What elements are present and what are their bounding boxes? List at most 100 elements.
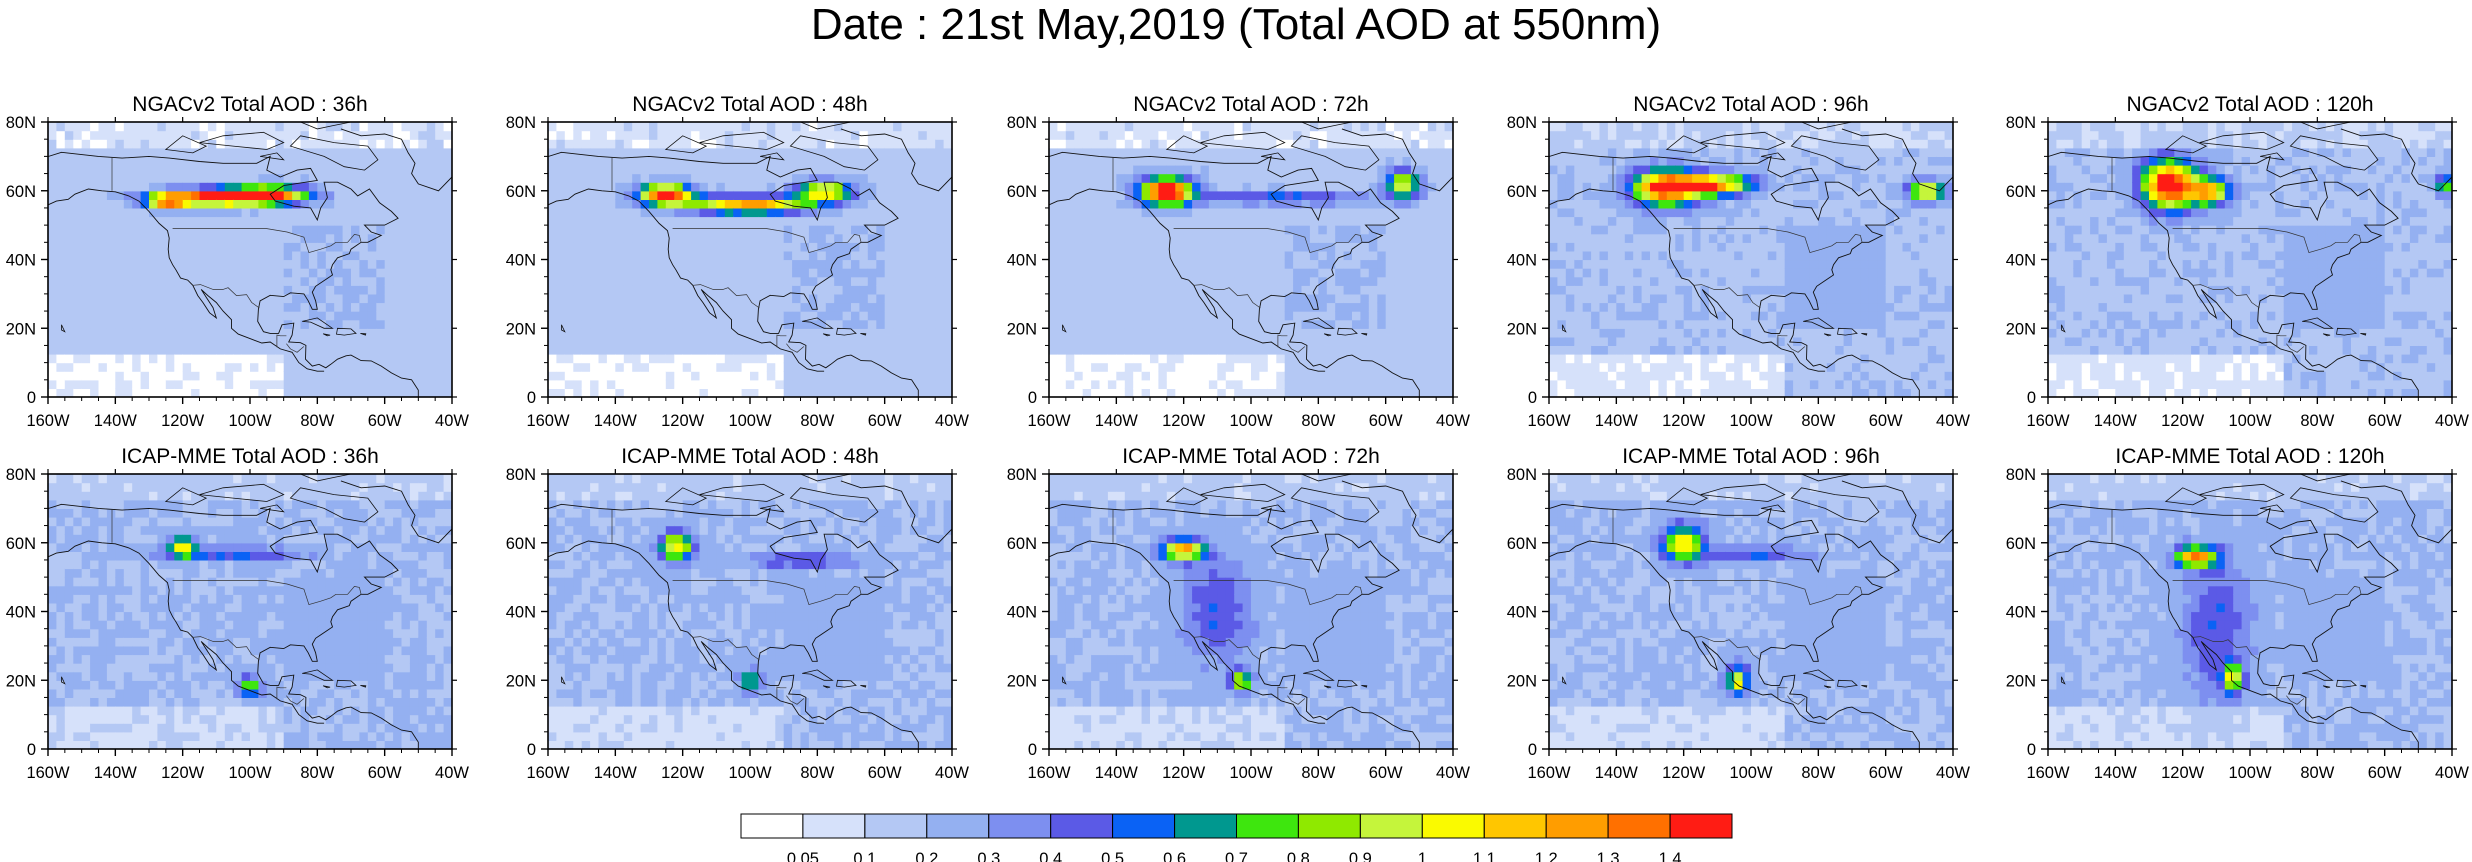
x-tick-label: 60W bbox=[1369, 412, 1403, 430]
x-tick-label: 40W bbox=[2435, 412, 2469, 430]
colorbar-swatch bbox=[1174, 813, 1237, 839]
x-tick-label: 140W bbox=[1595, 412, 1639, 430]
y-tick-label: 80N bbox=[1007, 114, 1037, 132]
x-tick-label: 100W bbox=[2228, 764, 2272, 782]
map-panel: NGACv2 Total AOD : 96h 160W 140W 120W 100W 80… bbox=[1507, 93, 1971, 430]
aod-field bbox=[2048, 122, 2452, 397]
panel-title: NGACv2 Total AOD : 48h bbox=[632, 93, 867, 116]
x-tick-label: 160W bbox=[526, 764, 570, 782]
colorbar-swatch bbox=[1421, 813, 1485, 839]
panel-title: NGACv2 Total AOD : 72h bbox=[1133, 93, 1368, 116]
x-tick-label: 160W bbox=[1027, 764, 1071, 782]
coastlines bbox=[48, 122, 452, 397]
y-tick-label: 40N bbox=[1507, 252, 1537, 270]
colorbar-swatch bbox=[926, 813, 990, 839]
panel-title: ICAP-MME Total AOD : 96h bbox=[1622, 445, 1880, 468]
x-tick-label: 160W bbox=[26, 412, 70, 430]
y-tick-label: 60N bbox=[506, 183, 536, 201]
y-tick-label: 60N bbox=[1007, 183, 1037, 201]
coastlines bbox=[548, 474, 952, 749]
y-tick-label: 80N bbox=[1007, 466, 1037, 484]
aod-field bbox=[2048, 474, 2452, 749]
x-tick-label: 140W bbox=[94, 412, 138, 430]
x-tick-label: 120W bbox=[1162, 764, 1206, 782]
colorbar-swatch bbox=[1050, 813, 1114, 839]
coastlines bbox=[2048, 474, 2452, 749]
colorbar-swatch bbox=[1297, 813, 1361, 839]
y-tick-label: 0 bbox=[1028, 389, 1037, 407]
x-tick-label: 100W bbox=[1229, 412, 1273, 430]
x-tick-label: 40W bbox=[435, 764, 469, 782]
x-tick-label: 80W bbox=[300, 412, 334, 430]
x-tick-label: 100W bbox=[228, 764, 272, 782]
x-tick-label: 100W bbox=[2228, 412, 2272, 430]
x-tick-label: 120W bbox=[161, 412, 205, 430]
colorbar-swatch bbox=[740, 813, 804, 839]
y-tick-label: 0 bbox=[27, 389, 36, 407]
x-tick-label: 160W bbox=[1527, 764, 1571, 782]
x-tick-label: 120W bbox=[2161, 412, 2205, 430]
panel-title: NGACv2 Total AOD : 36h bbox=[132, 93, 367, 116]
x-tick-label: 80W bbox=[800, 764, 834, 782]
y-tick-label: 0 bbox=[1528, 741, 1537, 759]
x-tick-label: 80W bbox=[1801, 764, 1835, 782]
panel-title: NGACv2 Total AOD : 120h bbox=[2126, 93, 2373, 116]
y-tick-label: 80N bbox=[1507, 466, 1537, 484]
aod-field bbox=[1549, 474, 1953, 749]
colorbar-label: 1.4 bbox=[1659, 850, 1682, 862]
y-tick-label: 20N bbox=[2006, 672, 2036, 690]
panel-title: ICAP-MME Total AOD : 72h bbox=[1122, 445, 1380, 468]
colorbar-swatch bbox=[864, 813, 928, 839]
colorbar-label: 0.8 bbox=[1287, 850, 1310, 862]
colorbar-swatch bbox=[1545, 813, 1609, 839]
colorbar-label: 0.6 bbox=[1163, 850, 1186, 862]
aod-field bbox=[48, 122, 452, 397]
map-panel: ICAP-MME Total AOD : 36h 160W 140W 120W 100W… bbox=[6, 445, 470, 782]
x-tick-label: 40W bbox=[435, 412, 469, 430]
x-tick-label: 160W bbox=[1527, 412, 1571, 430]
x-tick-label: 60W bbox=[2368, 412, 2402, 430]
x-tick-label: 140W bbox=[1595, 764, 1639, 782]
y-tick-label: 80N bbox=[506, 114, 536, 132]
colorbar-swatch bbox=[1112, 813, 1175, 839]
coastlines bbox=[1549, 122, 1953, 397]
y-tick-label: 60N bbox=[1007, 535, 1037, 553]
map-panel: ICAP-MME Total AOD : 48h 160W 140W 120W 100W… bbox=[506, 445, 970, 782]
x-tick-label: 40W bbox=[1936, 764, 1970, 782]
colorbar-label: 1.1 bbox=[1473, 850, 1496, 862]
x-tick-label: 40W bbox=[2435, 764, 2469, 782]
aod-field bbox=[1049, 474, 1453, 749]
panel-title: NGACv2 Total AOD : 96h bbox=[1633, 93, 1868, 116]
x-tick-label: 140W bbox=[594, 764, 638, 782]
y-tick-label: 40N bbox=[6, 604, 36, 622]
coastlines bbox=[1049, 122, 1453, 397]
y-tick-label: 80N bbox=[6, 114, 36, 132]
aod-field bbox=[48, 474, 452, 749]
x-tick-label: 120W bbox=[1662, 764, 1706, 782]
y-tick-label: 80N bbox=[1507, 114, 1537, 132]
coastlines bbox=[2048, 122, 2452, 397]
colorbar-label: 0.2 bbox=[915, 850, 938, 862]
aod-field bbox=[548, 474, 952, 749]
y-tick-label: 0 bbox=[27, 741, 36, 759]
y-tick-label: 60N bbox=[2006, 535, 2036, 553]
panel-title: ICAP-MME Total AOD : 120h bbox=[2115, 445, 2384, 468]
y-tick-label: 20N bbox=[2006, 320, 2036, 338]
x-tick-label: 80W bbox=[2300, 412, 2334, 430]
y-tick-label: 20N bbox=[506, 672, 536, 690]
x-tick-label: 120W bbox=[1162, 412, 1206, 430]
y-tick-label: 20N bbox=[1007, 320, 1037, 338]
colorbar-label: 0.3 bbox=[977, 850, 1000, 862]
x-tick-label: 100W bbox=[1729, 764, 1773, 782]
x-tick-label: 120W bbox=[161, 764, 205, 782]
x-tick-label: 60W bbox=[1869, 764, 1903, 782]
y-tick-label: 20N bbox=[6, 672, 36, 690]
y-tick-label: 0 bbox=[527, 389, 536, 407]
x-tick-label: 40W bbox=[935, 412, 969, 430]
x-tick-label: 80W bbox=[800, 412, 834, 430]
y-tick-label: 0 bbox=[1528, 389, 1537, 407]
x-tick-label: 140W bbox=[594, 412, 638, 430]
colorbar-label: 1.2 bbox=[1535, 850, 1558, 862]
y-tick-label: 40N bbox=[2006, 252, 2036, 270]
